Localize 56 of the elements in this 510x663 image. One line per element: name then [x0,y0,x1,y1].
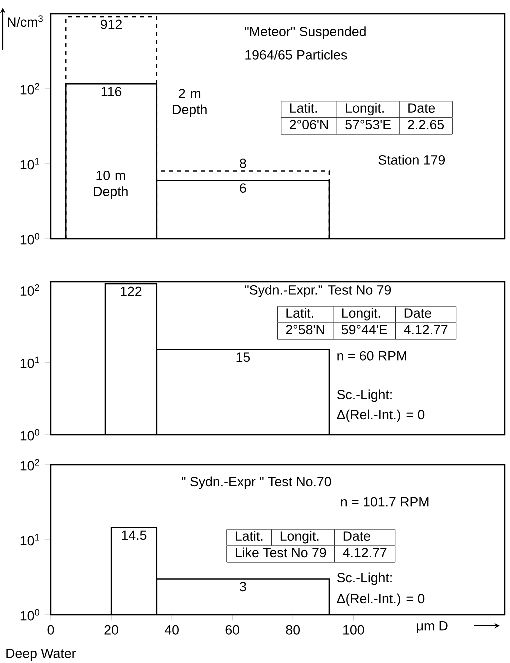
x-tick-label: 20 [104,625,118,635]
x-tick-label: 40 [164,625,179,635]
annotation: n = 60 RPM [338,351,406,361]
x-tick-label: 80 [286,625,300,635]
annotation: Longit. [280,531,319,544]
annotation: Date [408,104,436,113]
annotation: "Meteor" Suspended [245,26,366,40]
annotation: Sc.-Light: [337,572,392,586]
annotation: n = 101.7 RPM [341,497,429,507]
y-tick-label: 10$^{1}$ [20,356,40,368]
annotation: 59°44'E [342,325,388,335]
annotation: Longit. [346,103,384,116]
annotation: 1964/65 Particles [246,50,348,60]
annotation: Longit. [342,308,380,321]
annotation: Δ(Rel.-Int.) = 0 [337,594,425,606]
annotation: Latit. [290,103,318,113]
y-tick-label: 10$^{2}$ [20,284,40,296]
x-tick-label: 100 [344,625,364,635]
y-tick-label: 10$^{0}$ [20,609,40,621]
y-tick-label: 10$^{1}$ [20,158,40,170]
data-label: 122 [121,286,142,296]
data-label: 912 [101,20,122,30]
data-label: 8 [240,158,246,168]
data-label: 15 [236,352,250,362]
text: Deep Water [6,649,76,661]
annotation: Latit. [286,308,314,318]
data-label: 14.5 [122,530,147,540]
annotation: " Sydn.-Expr " Test No.70 [182,476,332,490]
annotation: Δ(Rel.-Int.) = 0 [337,410,425,422]
data-label: 3 [240,582,246,592]
annotation: 4.12.77 [343,548,387,558]
text: 10 m Depth [94,170,128,200]
y-axis-title: N/cm$^{3}$ [8,16,43,28]
annotation: Like Test No 79 [236,548,326,558]
annotation: Latit. [236,531,263,542]
annotation: 4.12.77 [404,325,448,334]
annotation: Date [404,308,432,318]
y-tick-label: 10$^{2}$ [20,83,40,95]
data-label: 6 [240,184,246,193]
x-axis-title: μm D [417,622,448,634]
y-tick-label: 10$^{0}$ [20,429,40,441]
annotation: Station 179 [378,155,446,165]
annotation: 2°58'N [286,325,324,335]
annotation: 2°06'N [290,120,328,130]
x-tick-label: 0 [48,625,54,635]
annotation: Sc.-Light: [337,390,392,402]
annotation: Date [344,532,370,542]
series-label: 2 m Depth [173,89,207,118]
annotation: "Sydn.-Expr." Test No 79 [245,285,392,298]
y-tick-label: 10$^{2}$ [20,459,40,471]
annotation: 2.2.65 [408,120,444,130]
annotation: 57°53'E [346,120,391,130]
x-tick-label: 60 [226,625,240,635]
y-tick-label: 10$^{1}$ [20,534,40,546]
data-label: 116 [102,87,122,97]
y-tick-label: 10$^{0}$ [20,233,40,245]
